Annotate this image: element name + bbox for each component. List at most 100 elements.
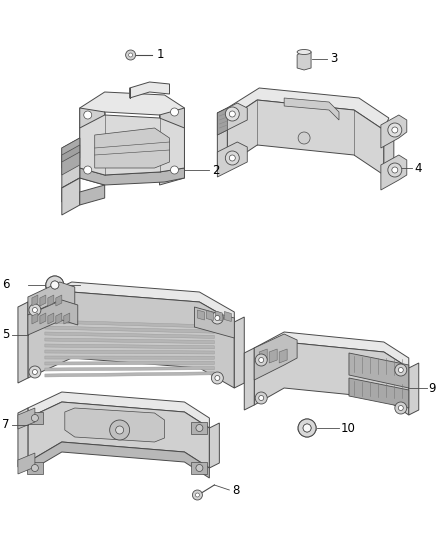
Circle shape [259,395,264,400]
Circle shape [170,166,178,174]
Circle shape [225,107,239,121]
Polygon shape [56,313,62,324]
Polygon shape [48,295,54,306]
Polygon shape [349,353,409,388]
Circle shape [46,276,64,294]
Polygon shape [209,423,219,468]
Circle shape [29,366,41,378]
Polygon shape [269,349,277,363]
Polygon shape [45,350,214,354]
Circle shape [195,493,199,497]
Circle shape [32,369,37,375]
Polygon shape [28,402,209,468]
Polygon shape [45,338,214,344]
Circle shape [196,424,203,432]
Polygon shape [28,282,75,315]
Text: 7: 7 [2,418,10,432]
Polygon shape [254,332,409,368]
Polygon shape [45,320,214,328]
Polygon shape [32,313,38,324]
Polygon shape [48,313,54,324]
Polygon shape [244,348,254,410]
Circle shape [192,490,202,500]
Polygon shape [217,142,247,177]
Polygon shape [259,349,267,363]
Circle shape [392,127,398,133]
Circle shape [51,281,59,289]
Circle shape [398,367,403,373]
Polygon shape [18,408,35,429]
Text: 9: 9 [429,382,436,394]
Polygon shape [130,82,170,98]
Text: 2: 2 [212,164,220,176]
Polygon shape [381,155,407,190]
Polygon shape [45,361,214,365]
Circle shape [84,166,92,174]
Polygon shape [18,453,35,474]
Ellipse shape [298,426,316,434]
Circle shape [259,358,264,362]
Circle shape [225,151,239,165]
Ellipse shape [297,50,311,54]
Polygon shape [217,103,247,135]
Circle shape [32,464,39,472]
Circle shape [116,426,124,434]
Polygon shape [45,332,214,338]
Polygon shape [224,311,231,321]
Circle shape [212,372,223,384]
Circle shape [129,53,133,57]
Polygon shape [62,152,80,175]
Polygon shape [65,408,165,442]
Circle shape [298,419,316,437]
Polygon shape [191,462,207,474]
Polygon shape [217,108,227,170]
Text: 8: 8 [232,483,240,497]
Polygon shape [284,98,339,120]
Circle shape [255,392,267,404]
Ellipse shape [46,283,64,291]
Circle shape [196,464,203,472]
Circle shape [303,424,311,432]
Polygon shape [18,302,28,383]
Polygon shape [80,92,184,128]
Polygon shape [62,178,80,215]
Circle shape [212,312,223,324]
Text: 1: 1 [156,49,164,61]
Text: 5: 5 [2,328,9,342]
Polygon shape [45,367,214,371]
Circle shape [398,406,403,410]
Circle shape [230,111,235,117]
Polygon shape [381,115,407,148]
Polygon shape [80,108,105,185]
Polygon shape [206,311,213,320]
Polygon shape [27,462,43,474]
Polygon shape [45,326,214,333]
Polygon shape [28,442,209,478]
Polygon shape [45,356,214,359]
Text: 3: 3 [330,52,337,66]
Circle shape [388,163,402,177]
Polygon shape [28,300,78,335]
Polygon shape [279,349,287,363]
Polygon shape [45,372,214,377]
Polygon shape [159,108,184,185]
Polygon shape [194,307,234,338]
Polygon shape [80,115,184,175]
Polygon shape [227,88,389,130]
Polygon shape [227,100,384,175]
Polygon shape [28,292,234,388]
Polygon shape [45,344,214,349]
Text: 6: 6 [2,279,10,292]
Circle shape [392,167,398,173]
Text: 10: 10 [341,422,356,434]
Polygon shape [297,50,311,70]
Polygon shape [191,422,207,434]
Circle shape [46,276,64,294]
Polygon shape [27,412,43,424]
Circle shape [32,415,39,422]
Circle shape [170,108,178,116]
Circle shape [395,364,407,376]
Polygon shape [349,378,409,408]
Polygon shape [215,311,223,321]
Polygon shape [80,185,105,205]
